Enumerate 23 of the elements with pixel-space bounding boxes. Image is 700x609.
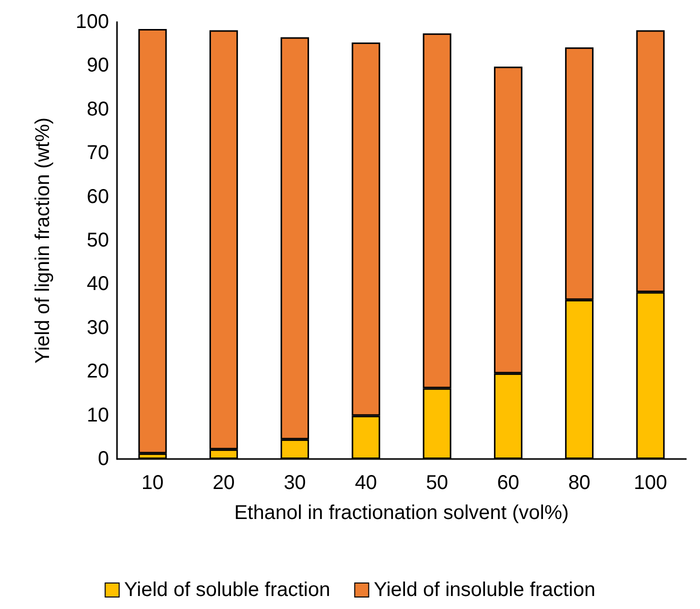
y-tick-label: 70	[86, 142, 109, 164]
x-tick-label: 10	[141, 472, 164, 494]
y-tick-label: 100	[76, 11, 109, 33]
y-tick-label: 40	[86, 273, 109, 296]
x-tick-label: 40	[354, 472, 378, 494]
x-tick-label: 60	[497, 472, 520, 494]
y-tick-label: 30	[86, 316, 109, 339]
y-tick-label: 90	[86, 54, 109, 77]
x-tick-label: 100	[634, 472, 668, 494]
x-tick-label: 80	[568, 472, 590, 494]
y-tick-label: 60	[86, 186, 109, 208]
x-tick-label: 50	[426, 472, 448, 494]
y-tick-label: 80	[86, 98, 109, 120]
y-tick-label: 0	[98, 448, 109, 470]
x-tick-label: 20	[212, 472, 235, 494]
y-tick-label: 20	[86, 360, 109, 383]
y-axis-title: Yield of lignin fraction (wt%)	[32, 117, 54, 364]
legend-label: Yield of soluble fraction	[124, 579, 330, 601]
y-tick-label: 10	[86, 404, 109, 426]
y-tick-label: 50	[86, 230, 109, 252]
x-tick-label: 30	[284, 472, 306, 494]
x-axis-title: Ethanol in fractionation solvent (vol%)	[234, 502, 569, 524]
legend-label: Yield of insoluble fraction	[374, 579, 596, 601]
